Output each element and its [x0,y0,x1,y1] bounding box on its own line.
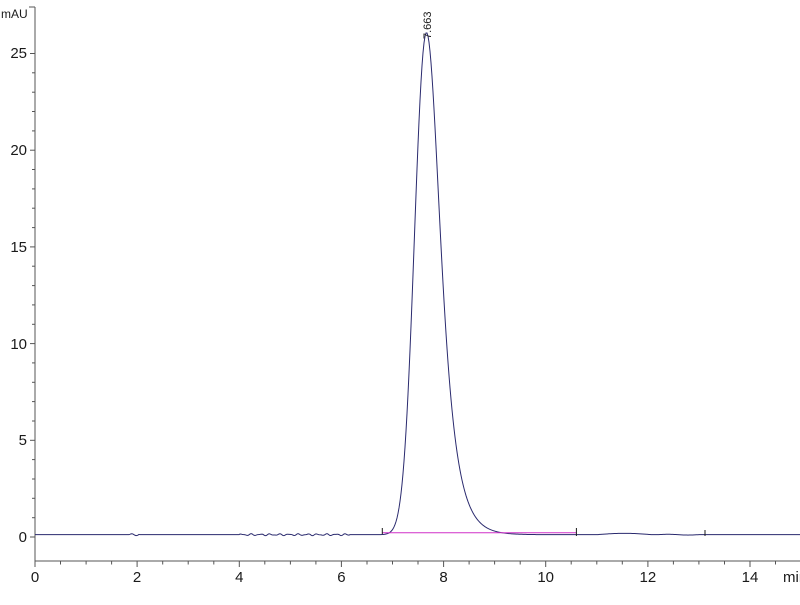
svg-text:0: 0 [31,569,39,586]
svg-text:12: 12 [640,569,657,586]
svg-text:10: 10 [537,569,554,586]
svg-text:min: min [783,569,800,586]
svg-text:mAU: mAU [1,7,28,21]
svg-text:2: 2 [133,569,141,586]
svg-text:25: 25 [10,45,27,62]
svg-text:8: 8 [439,569,447,586]
svg-text:14: 14 [742,569,759,586]
svg-text:7.663: 7.663 [422,11,434,39]
svg-text:15: 15 [10,239,27,256]
svg-text:4: 4 [235,569,243,586]
svg-text:0: 0 [19,529,27,546]
svg-text:6: 6 [337,569,345,586]
svg-text:5: 5 [19,432,27,449]
svg-text:20: 20 [10,142,27,159]
svg-text:10: 10 [10,336,27,353]
